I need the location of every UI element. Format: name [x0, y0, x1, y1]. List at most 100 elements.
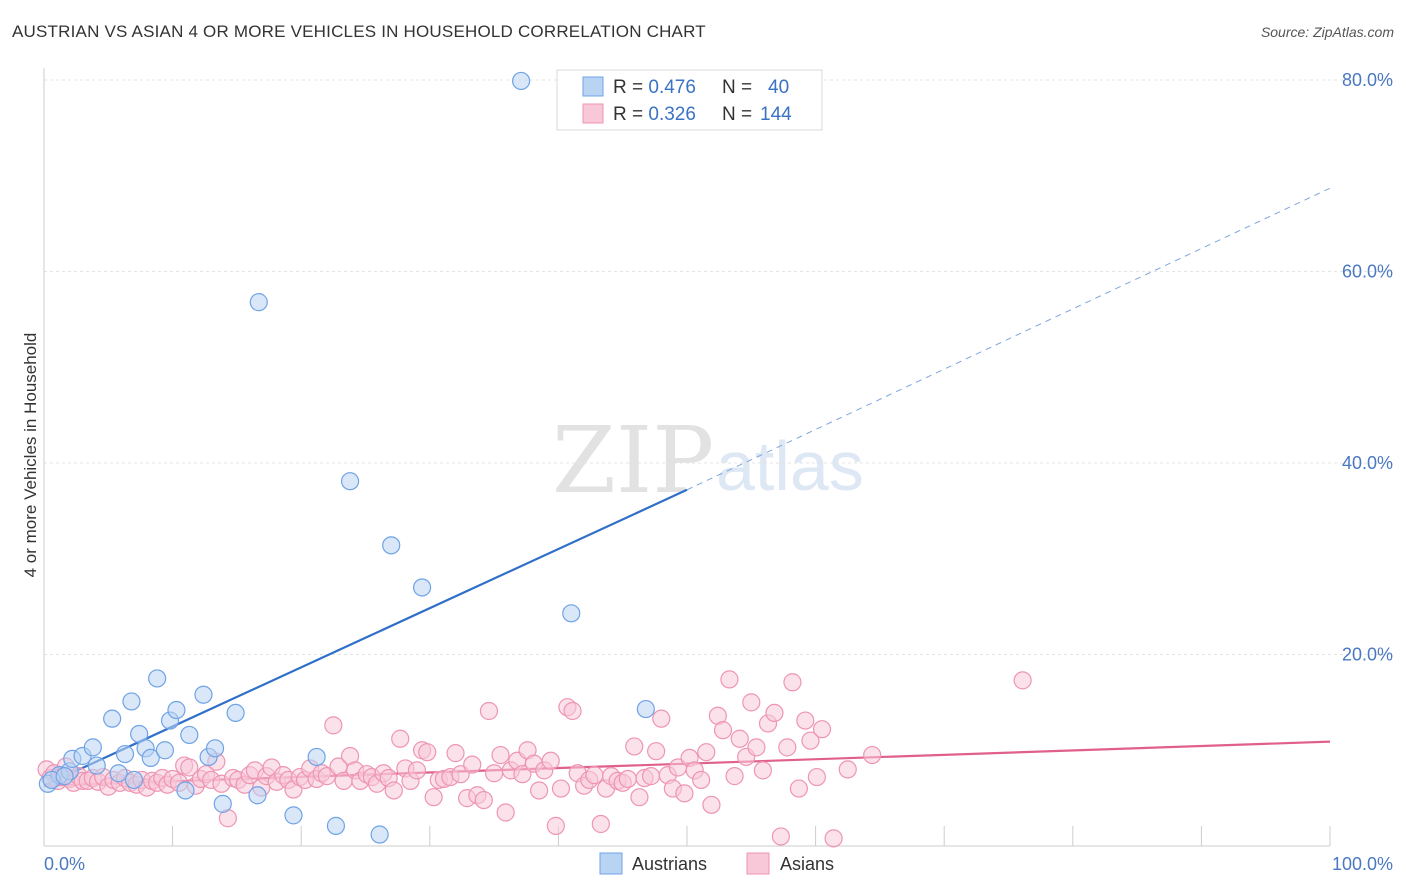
austrians-point-28	[284, 806, 303, 825]
asians-stat-swatch	[582, 103, 604, 124]
austrians-point-9	[115, 744, 135, 764]
asians-point-92	[530, 781, 549, 800]
asians-point-130	[742, 693, 761, 712]
asians-r-label: R =	[613, 104, 643, 125]
austrians-trend-extension	[686, 187, 1331, 491]
asians-r-value: 0.326	[648, 104, 696, 125]
austrians-point-10	[122, 692, 141, 711]
asians-point-80	[463, 755, 482, 774]
asians-legend-swatch[interactable]	[746, 852, 770, 875]
asians-point-55	[324, 716, 343, 735]
asians-point-125	[713, 721, 733, 740]
asians-point-132	[753, 761, 772, 780]
austrians-point-7	[103, 709, 122, 728]
asians-point-140	[801, 731, 820, 750]
asians-point-102	[585, 766, 604, 785]
y-tick-label-0: 20.0%	[1342, 645, 1393, 665]
austrians-point-16	[155, 741, 174, 760]
x-tick-label-max: 100.0%	[1332, 854, 1393, 874]
asians-point-98	[563, 701, 582, 721]
asians-point-141	[807, 767, 826, 787]
asians-point-113	[647, 742, 666, 761]
austrians-point-37	[636, 699, 655, 719]
asians-point-136	[778, 738, 797, 757]
austrians-r-label: R =	[613, 77, 643, 98]
austrians-r-value: 0.476	[648, 77, 696, 98]
austrians-points	[38, 71, 655, 844]
austrians-n-label: N =	[722, 77, 752, 98]
asians-point-109	[625, 737, 644, 756]
asians-n-value: 144	[760, 104, 792, 125]
austrians-trend-line	[43, 488, 688, 787]
austrians-point-26	[248, 786, 267, 805]
asians-point-145	[863, 745, 882, 765]
asians-point-146	[1013, 671, 1032, 690]
grid-lines	[44, 79, 1392, 655]
asians-point-114	[652, 709, 671, 728]
austrians-point-29	[307, 747, 326, 767]
asians-legend-label[interactable]: Asians	[780, 854, 834, 874]
asians-point-138	[789, 779, 808, 798]
austrians-point-35	[512, 71, 531, 91]
austrians-point-5	[83, 738, 102, 757]
austrians-point-34	[412, 578, 432, 597]
asians-point-103	[591, 814, 610, 834]
asians-point-72	[418, 743, 437, 762]
asians-point-143	[824, 829, 843, 848]
asians-point-77	[446, 744, 465, 763]
austrians-point-32	[370, 825, 389, 844]
austrians-point-20	[180, 725, 199, 745]
y-axis-label: 4 or more Vehicles in Household	[21, 333, 40, 578]
austrians-point-19	[176, 781, 195, 800]
asians-point-137	[783, 673, 802, 692]
asians-n-label: N =	[722, 104, 752, 125]
asians-point-139	[796, 711, 815, 730]
y-tick-label-3: 80.0%	[1342, 70, 1393, 90]
asians-point-144	[838, 760, 857, 779]
asians-point-134	[765, 703, 784, 723]
asians-point-127	[725, 767, 744, 786]
asians-point-95	[546, 816, 565, 835]
asians-point-123	[702, 795, 721, 814]
stats-legend: R = 0.476 N = 40 R = 0.326 N = 144	[556, 69, 823, 131]
asians-point-82	[474, 790, 493, 810]
asians-point-135	[771, 827, 790, 846]
asians-point-131	[747, 738, 766, 757]
y-tick-label-1: 40.0%	[1342, 453, 1393, 473]
watermark-atlas: atlas	[716, 427, 864, 505]
austrians-point-24	[213, 794, 232, 813]
asians-point-85	[491, 745, 510, 765]
austrians-point-30	[326, 816, 346, 835]
austrians-stat-swatch	[582, 76, 604, 97]
austrians-point-33	[382, 536, 401, 555]
asians-point-70	[407, 761, 427, 780]
asians-point-118	[675, 784, 694, 803]
austrians-point-25	[226, 703, 245, 723]
tick-labels: 20.0% 40.0% 60.0% 80.0% 0.0% 100.0%	[44, 70, 1393, 874]
austrians-legend-swatch[interactable]	[599, 852, 623, 875]
asians-point-126	[720, 670, 739, 689]
asians-points	[37, 670, 1032, 848]
austrians-point-39	[55, 767, 74, 786]
y-tick-label-2: 60.0%	[1342, 262, 1393, 282]
austrians-point-18	[167, 700, 186, 720]
watermark-zip: ZIP	[552, 407, 714, 514]
asians-point-108	[618, 769, 637, 789]
austrians-n-value: 40	[768, 77, 789, 98]
asians-point-29	[180, 758, 199, 777]
asians-point-89	[513, 765, 532, 784]
asians-point-94	[541, 751, 560, 770]
asians-point-121	[692, 770, 711, 790]
asians-point-83	[479, 701, 499, 721]
chart-title: AUSTRIAN VS ASIAN 4 OR MORE VEHICLES IN …	[12, 22, 706, 41]
austrians-point-14	[141, 748, 160, 768]
austrians-point-31	[340, 472, 360, 491]
svg-text:N =: N =	[722, 77, 752, 98]
asians-point-96	[551, 779, 571, 798]
austrians-point-6	[87, 756, 106, 775]
asians-point-142	[812, 720, 832, 739]
austrians-legend-label[interactable]: Austrians	[632, 854, 707, 874]
asians-point-66	[384, 781, 403, 800]
svg-text:R = 0.476: R = 0.476	[613, 77, 696, 98]
austrians-point-27	[249, 293, 268, 312]
